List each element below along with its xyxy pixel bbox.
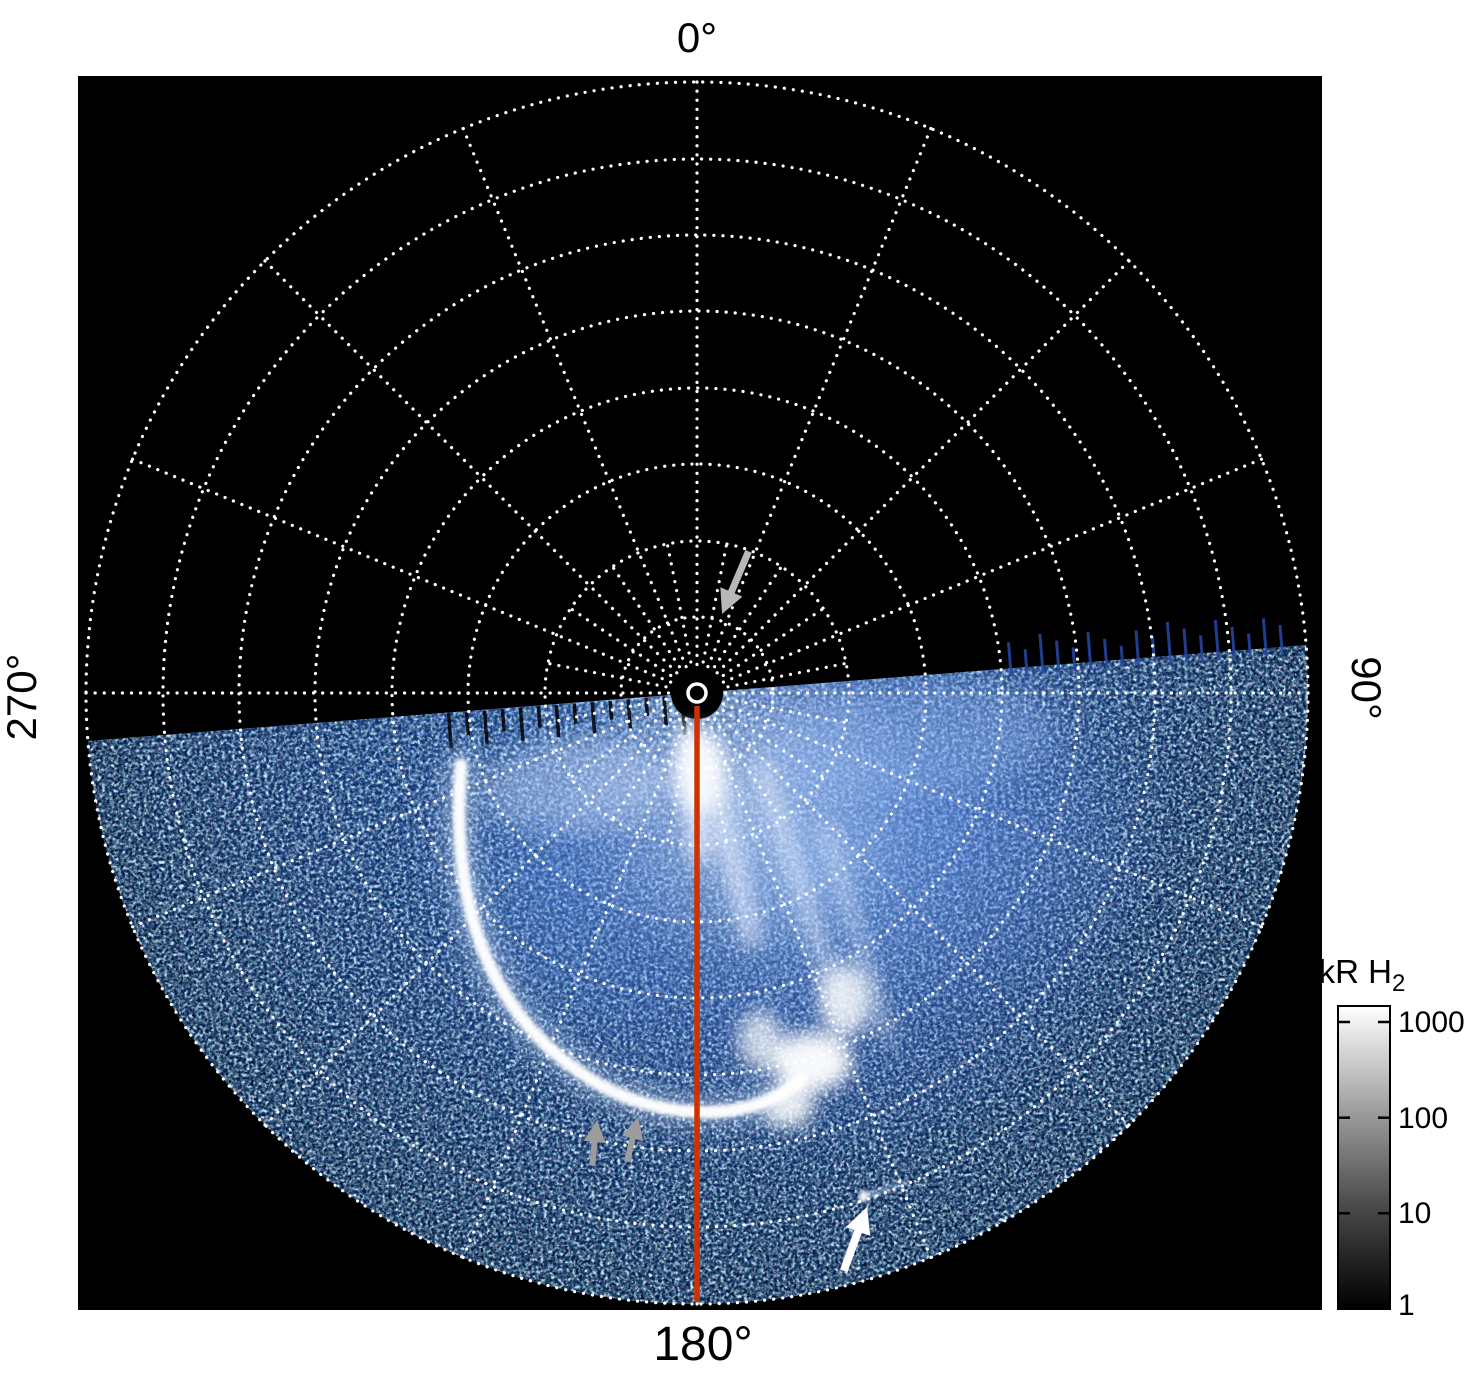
terminator-dark-streak [518,707,525,741]
colorbar-tickmarks [1338,1020,1390,1215]
terminator-dark-streak [500,709,506,732]
terminator-blue-streak [1134,630,1141,667]
colorbar-title-main: kR H [1319,953,1392,990]
arrow-shaft [589,1139,598,1167]
angle-label-180: 180° [653,1318,752,1371]
grid-ring [543,539,851,847]
gray-arrow-right [622,1117,644,1163]
grid-spoke-inner [700,544,728,672]
terminator-dark-streak [446,713,454,749]
arrow-head [622,1117,644,1142]
main-arc [452,758,807,1119]
gray-arrow-top [720,550,752,614]
angle-label-270: 270° [0,654,45,741]
terminator-dark-streak [464,712,471,736]
grid-spoke-inner [548,696,676,724]
patch [738,1010,782,1070]
white-arrow [839,1207,871,1273]
grid-spoke-inner [715,704,824,778]
terminator-blue-streak [1199,635,1205,662]
terminator-blue-streak [1006,642,1013,677]
terminator-blue-streak [1247,633,1252,658]
arrow-shaft [839,1226,864,1273]
colorbar-tick-100: 100 [1398,1102,1448,1135]
terminator-blue-streak [1182,628,1189,663]
grid-spoke-inner [570,608,679,682]
arrow-shaft [727,550,752,596]
bright-features [442,725,909,1202]
terminator-blue-streak [1023,649,1029,676]
grid-spoke-inner [715,608,824,682]
terminator-blue-streak [1038,633,1045,674]
grid-spoke-inner [548,662,676,690]
arrow-head [845,1207,871,1236]
terminator-blue-streak [1103,638,1109,669]
grid-ring [390,386,1004,1000]
grid-spoke-inner [708,566,782,675]
terminator-blue-streak [1071,647,1077,672]
colorbar-tick-10: 10 [1398,1197,1431,1230]
terminator-blue-streak [1230,626,1236,659]
terminator-blue-streak [1165,621,1173,664]
gray-arrow-left [583,1120,606,1167]
streak [755,758,845,1012]
grid-spoke-inner [570,704,679,778]
patch [772,1032,852,1092]
terminator-dark-streak [572,703,578,724]
terminator-blue-streak [1055,640,1061,673]
aurora-fan [759,682,1059,795]
terminator-dark-streak [482,710,489,745]
terminator-blue-streak [1119,645,1125,668]
angle-label-90: 90° [1343,656,1390,720]
terminator-blue-streak [1278,624,1284,656]
gray-double-arrows [583,1117,644,1167]
colorbar: kR H2 1000 100 10 1 [1319,953,1465,1322]
grid-spoke-inner [612,566,686,675]
pole-mask [671,667,723,719]
colorbar-title-sub: 2 [1392,970,1405,997]
grid-spoke-inner [718,696,846,724]
colorbar-title: kR H2 [1319,953,1406,997]
auroral-patches [674,730,872,1128]
terminator-dark-streak [662,696,668,726]
patch [674,730,726,814]
terminator-dark-streak [626,699,633,730]
arrow-head [583,1120,606,1144]
terminator-blue-streak [1151,636,1157,666]
grid-spoke-inner [612,711,686,820]
aurora-bright-band [482,736,672,834]
terminator-dark-streak [536,706,542,728]
colorbar-gradient [1337,1005,1391,1310]
angle-label-0: 0° [677,14,717,61]
grid-spoke-inner [666,544,694,672]
grid-spoke-inner [708,711,782,820]
terminator-blue-streak [1261,618,1268,657]
terminator-blue-streak [1086,632,1093,671]
isolated-spot-tail [863,1179,909,1199]
arrow-shaft [623,1135,637,1163]
terminator-blue-streak [1213,619,1221,661]
arrow-head [720,587,743,614]
grid-spoke-inner [718,662,846,690]
pole-marker [686,682,708,704]
colorbar-tick-1: 1 [1398,1289,1415,1322]
colorbar-tick-1000: 1000 [1398,1006,1465,1039]
terminator-dark-streak [590,702,597,734]
patch [820,964,872,1036]
patch [762,1088,814,1128]
streak [820,824,894,1046]
